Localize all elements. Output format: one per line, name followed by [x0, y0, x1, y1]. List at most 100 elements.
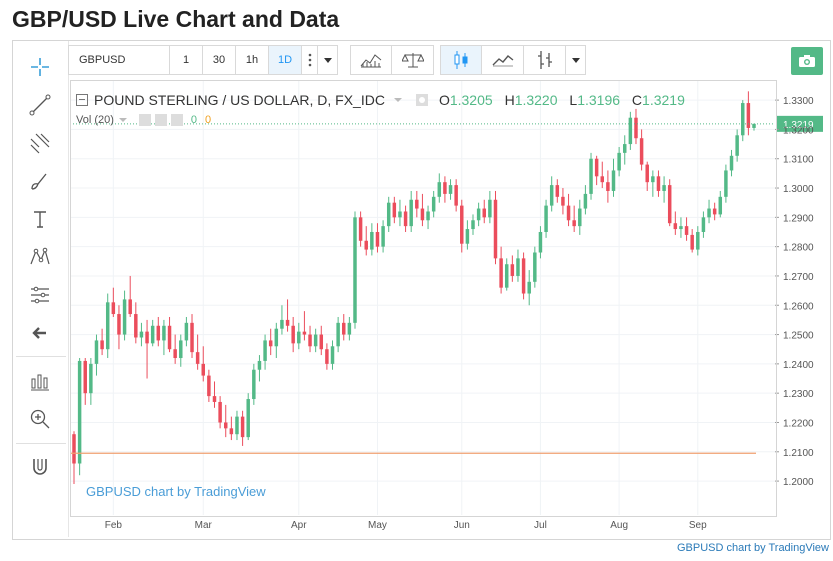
x-tick-label: Mar — [195, 520, 213, 531]
fib-icon[interactable] — [26, 129, 54, 157]
candle-body — [628, 117, 633, 145]
brush-icon[interactable] — [26, 167, 54, 195]
candle — [285, 299, 290, 332]
candle-body — [370, 231, 374, 250]
trend-line-icon[interactable] — [26, 91, 54, 119]
settings-icon[interactable] — [415, 93, 429, 107]
volume-caret-icon[interactable] — [117, 115, 129, 125]
candle-body — [167, 325, 172, 350]
candle — [128, 275, 132, 317]
candle-body — [465, 229, 470, 244]
symbol-search-input[interactable]: GBPUSD — [68, 45, 170, 75]
camera-icon[interactable] — [791, 47, 823, 75]
candle-body — [156, 325, 161, 341]
volume-hide-icon[interactable] — [154, 114, 167, 126]
candle — [122, 290, 127, 341]
x-tick-label: Aug — [610, 520, 628, 531]
candle-body — [746, 103, 751, 128]
candle — [667, 179, 672, 227]
candle — [167, 316, 172, 353]
candle — [162, 319, 166, 356]
x-tick-label: May — [368, 520, 387, 531]
candle-body — [122, 299, 127, 335]
pattern-icon[interactable] — [26, 243, 54, 271]
candle-body — [606, 182, 610, 191]
candle — [431, 190, 436, 218]
bars-icon[interactable] — [524, 45, 566, 75]
volume-settings-icon[interactable] — [138, 114, 151, 126]
timeframe-1d[interactable]: 1D — [269, 45, 302, 75]
magnet-icon[interactable] — [26, 453, 54, 481]
candle-body — [179, 340, 183, 359]
candle — [268, 328, 273, 356]
candle-body — [651, 176, 655, 183]
candle-body — [319, 334, 324, 350]
candle-body — [516, 258, 520, 276]
candle — [561, 188, 565, 215]
candle — [100, 328, 104, 356]
timeframe-30[interactable]: 30 — [203, 45, 236, 75]
candle-body — [426, 211, 430, 221]
candle-body — [83, 360, 87, 394]
candle-body — [600, 176, 605, 183]
caret-icon[interactable] — [318, 45, 338, 75]
candle — [156, 316, 161, 347]
volume-value-b: 0 — [205, 114, 212, 126]
volume-remove-icon[interactable] — [170, 114, 183, 126]
zoom-icon[interactable] — [26, 405, 54, 433]
long-position-icon[interactable] — [26, 367, 54, 395]
candle — [420, 193, 425, 227]
indicators-icon[interactable] — [350, 45, 392, 75]
candle — [358, 211, 363, 247]
x-tick-label: Jul — [534, 520, 547, 531]
caret-icon[interactable] — [566, 45, 586, 75]
candle-body — [128, 299, 132, 315]
candle — [274, 322, 279, 359]
candle — [308, 325, 312, 353]
candle — [701, 211, 706, 238]
candle-body — [566, 205, 571, 221]
candle — [606, 170, 610, 203]
more-icon[interactable] — [302, 45, 318, 75]
candle-body — [735, 135, 739, 156]
candle-body — [527, 281, 531, 294]
candle-body — [207, 375, 211, 397]
top-toolbar: GBPUSD 1 30 1h 1D — [68, 45, 586, 77]
back-arrow-icon[interactable] — [26, 319, 54, 347]
candle — [544, 199, 548, 238]
candle — [336, 316, 340, 353]
candle — [117, 305, 121, 350]
candle-body — [724, 170, 728, 197]
candle — [77, 358, 82, 476]
candle — [735, 129, 739, 162]
watermark[interactable]: GBPUSD chart by TradingView — [86, 484, 266, 499]
candle-body — [493, 199, 498, 259]
candle — [218, 396, 222, 429]
candle-body — [274, 328, 279, 347]
collapse-icon[interactable] — [76, 94, 88, 106]
candle-body — [679, 226, 683, 230]
candle — [454, 179, 458, 212]
footer-link[interactable]: GBPUSD chart by TradingView — [676, 542, 829, 554]
candle — [471, 214, 475, 235]
text-icon[interactable] — [26, 205, 54, 233]
y-tick-label: 1.2900 — [783, 213, 814, 224]
page-title: GBP/USD Live Chart and Data — [12, 6, 340, 32]
measure-icon[interactable] — [26, 281, 54, 309]
candle-body — [184, 322, 189, 341]
line-chart-icon[interactable] — [482, 45, 524, 75]
candle — [465, 220, 470, 250]
crosshair-icon[interactable] — [26, 53, 54, 81]
candle-body — [707, 208, 711, 218]
candle — [566, 193, 571, 227]
legend-caret-icon[interactable] — [391, 95, 405, 105]
candles-icon[interactable] — [440, 45, 482, 75]
timeframe-1[interactable]: 1 — [170, 45, 203, 75]
ohlc-values: O1.3205 H1.3220 L1.3196 C1.3219 — [438, 92, 685, 108]
compare-icon[interactable] — [392, 45, 434, 75]
y-tick-label: 1.2200 — [783, 418, 814, 429]
candle-body — [415, 199, 419, 209]
timeframe-1h[interactable]: 1h — [236, 45, 269, 75]
volume-label: Vol (20) — [76, 114, 114, 126]
